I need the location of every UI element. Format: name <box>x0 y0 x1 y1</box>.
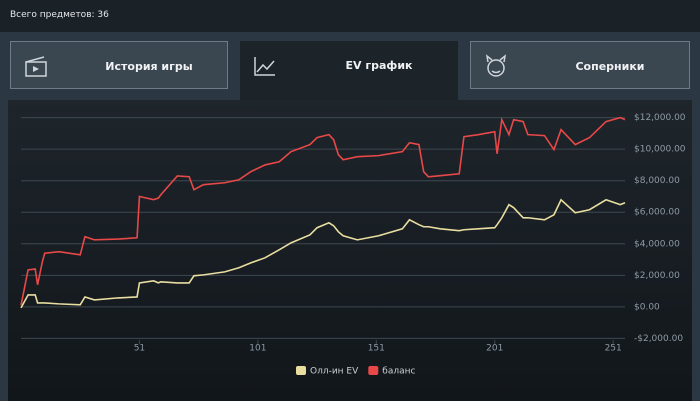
y-tick-label: $12,000.00 <box>634 113 686 123</box>
x-tick-label: 251 <box>605 344 622 354</box>
legend-marker <box>296 366 306 375</box>
y-tick-label: $10,000.00 <box>634 145 686 155</box>
x-tick-label: 151 <box>368 344 385 354</box>
legend-marker <box>368 366 379 375</box>
y-tick-label: -$2,000.00 <box>634 334 683 344</box>
tab-opponents[interactable]: Соперники <box>470 41 690 89</box>
chart-panel: -$2,000.00 $0.00 $2,000.00 $4,000.00 $6,000.… <box>8 100 692 401</box>
top-bar: Всего предметов: 36 <box>0 0 700 32</box>
icon <box>25 56 47 77</box>
chart: -$2,000.00 $0.00 $2,000.00 $4,000.00 $6,000.… <box>20 113 686 377</box>
tab-ev[interactable]: EV график <box>240 41 458 101</box>
series-line <box>20 116 626 306</box>
legend-label: баланс <box>382 367 415 377</box>
y-tick-label: $0.00 <box>634 302 660 312</box>
x-tick-label: 201 <box>486 344 503 354</box>
y-tick-label: $4,000.00 <box>634 239 680 249</box>
y-tick-label: $2,000.00 <box>634 271 680 281</box>
series-line <box>20 198 626 309</box>
icon <box>254 57 275 76</box>
legend-label: Олл-ин EV <box>310 367 359 377</box>
tab-label: Соперники <box>575 60 645 73</box>
tab-label: EV график <box>345 59 413 72</box>
y-tick-label: $6,000.00 <box>634 208 680 218</box>
x-tick-label: 51 <box>134 344 145 354</box>
item-count: Всего предметов: 36 <box>10 10 109 20</box>
x-tick-label: 101 <box>249 344 266 354</box>
icon <box>485 54 507 77</box>
tab-history[interactable]: История игры <box>10 41 228 89</box>
tab-label: История игры <box>105 60 193 73</box>
y-tick-label: $8,000.00 <box>634 176 680 186</box>
